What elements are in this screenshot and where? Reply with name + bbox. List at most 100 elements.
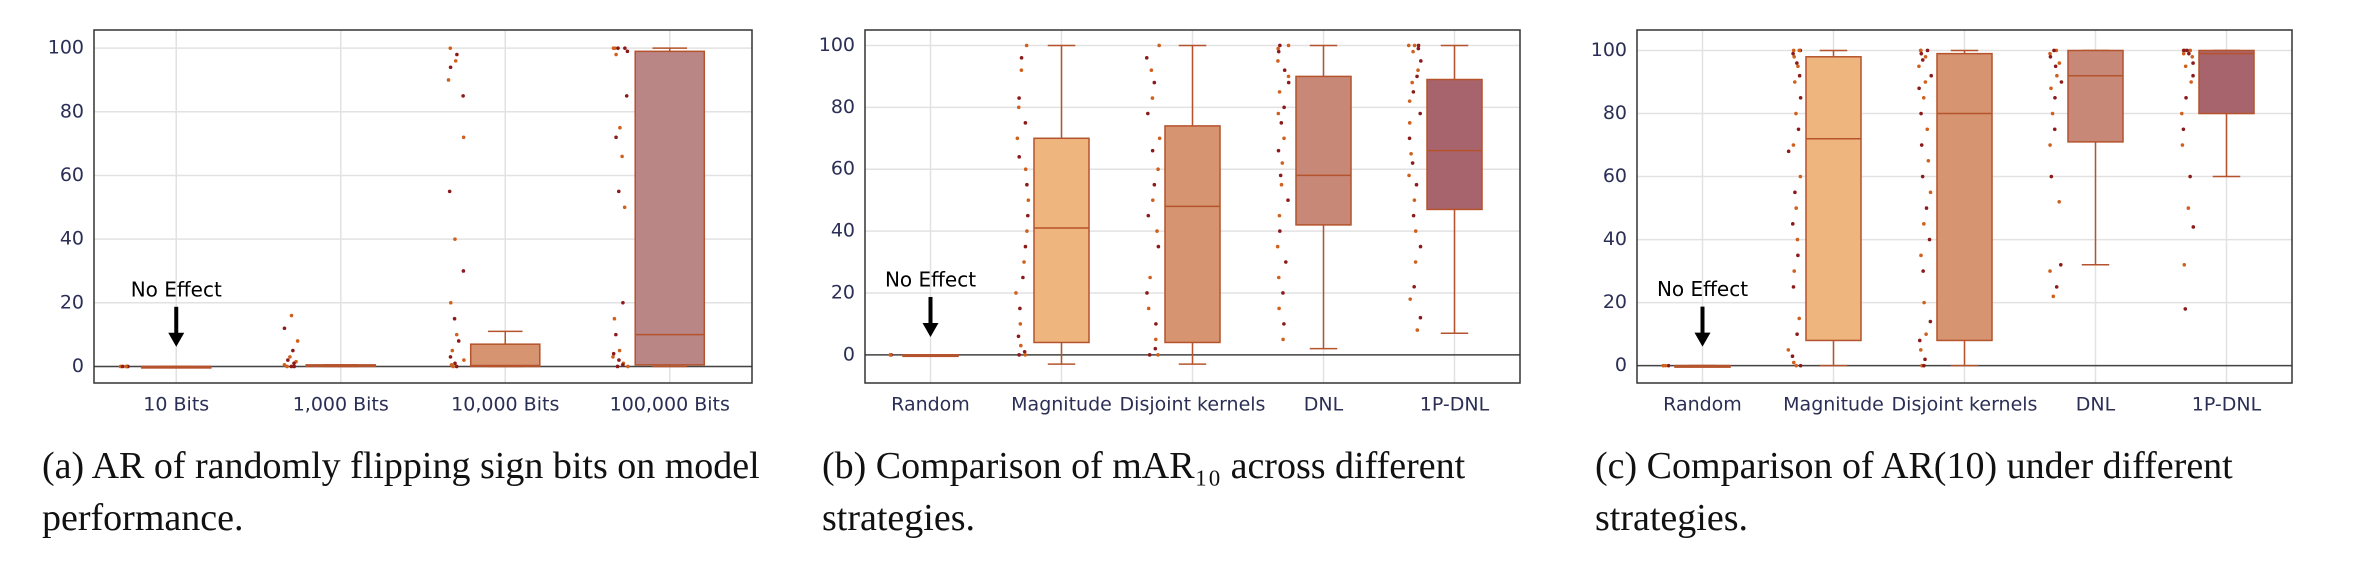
- point: [1794, 111, 1798, 116]
- point: [2191, 73, 2195, 78]
- arrow-head: [922, 322, 939, 337]
- point: [450, 348, 455, 353]
- point: [1792, 269, 1797, 273]
- point: [453, 237, 457, 241]
- point: [611, 46, 616, 50]
- point: [2185, 48, 2189, 53]
- point: [1928, 190, 1933, 195]
- point: [1411, 213, 1416, 218]
- point: [1917, 86, 1921, 91]
- y-tick-label: 0: [1615, 354, 1627, 376]
- point: [626, 364, 630, 369]
- point: [462, 358, 466, 362]
- point: [1928, 319, 1933, 324]
- point: [2048, 143, 2052, 147]
- point: [1014, 291, 1018, 295]
- point: [1146, 213, 1151, 218]
- point: [120, 364, 125, 369]
- point: [456, 339, 461, 343]
- x-tick-label: 1P-DNL: [1420, 394, 1490, 416]
- point: [282, 363, 287, 367]
- point: [447, 189, 452, 194]
- point: [1155, 229, 1159, 233]
- point: [1153, 346, 1158, 351]
- point: [1023, 244, 1028, 249]
- point: [1922, 222, 1926, 226]
- box: [1033, 137, 1090, 344]
- point: [451, 364, 455, 369]
- point: [1148, 275, 1152, 280]
- point: [1024, 43, 1029, 48]
- axes-frame: [864, 29, 1521, 384]
- point: [1282, 136, 1286, 141]
- point: [625, 49, 630, 54]
- point: [1022, 260, 1026, 264]
- point: [2181, 127, 2186, 132]
- point: [1418, 244, 1423, 249]
- y-tick-label: 60: [831, 158, 855, 180]
- point: [1152, 80, 1157, 85]
- point: [1925, 48, 1930, 53]
- point: [2048, 51, 2052, 56]
- point: [1796, 127, 1801, 132]
- point: [1786, 348, 1791, 352]
- caption: (b) Comparison of mAR₁₀ across different…: [822, 445, 1466, 539]
- y-tick-label: 60: [1603, 165, 1627, 187]
- caption: (a) AR of randomly flipping sign bits on…: [42, 445, 760, 539]
- point: [2179, 111, 2184, 116]
- x-tick-label: 100,000 Bits: [610, 394, 730, 416]
- point: [1277, 306, 1281, 311]
- point: [2049, 174, 2054, 179]
- point: [1798, 363, 1803, 368]
- point: [1419, 59, 1423, 63]
- point: [1276, 49, 1281, 54]
- box: [634, 50, 706, 366]
- point: [1286, 43, 1291, 48]
- point: [1286, 198, 1290, 202]
- point: [888, 353, 893, 357]
- point: [1415, 328, 1420, 332]
- point: [1150, 198, 1155, 202]
- x-tick-label: DNL: [2076, 394, 2116, 416]
- point: [1917, 64, 1921, 69]
- point: [1025, 182, 1029, 187]
- point: [289, 364, 294, 369]
- point: [1407, 99, 1412, 103]
- arrow-head: [1694, 332, 1711, 347]
- point: [1023, 353, 1028, 357]
- point: [1276, 59, 1280, 63]
- point: [1922, 363, 1926, 368]
- point: [1919, 143, 1924, 147]
- point: [2180, 143, 2185, 147]
- point: [1418, 315, 1423, 320]
- point: [1416, 68, 1420, 73]
- point: [292, 361, 296, 366]
- point: [1796, 253, 1800, 258]
- y-tick-label: 20: [60, 291, 84, 313]
- point: [124, 364, 128, 369]
- y-tick-label: 100: [819, 34, 855, 56]
- point: [1418, 111, 1422, 116]
- point: [621, 300, 625, 305]
- point: [1796, 64, 1800, 69]
- box: [469, 343, 541, 368]
- point: [1156, 167, 1160, 172]
- point: [461, 269, 466, 273]
- point: [1281, 291, 1285, 295]
- point: [455, 52, 459, 57]
- point: [1018, 322, 1023, 326]
- point: [615, 364, 620, 369]
- point: [1924, 332, 1928, 336]
- point: [1019, 56, 1024, 60]
- y-tick-label: 0: [843, 343, 855, 365]
- point: [1282, 322, 1286, 326]
- point: [2188, 48, 2193, 53]
- point: [1282, 105, 1286, 110]
- point: [2052, 48, 2056, 53]
- y-tick-label: 80: [60, 100, 84, 122]
- point: [2051, 294, 2056, 299]
- box: [1426, 78, 1483, 211]
- x-tick-label: Magnitude: [1011, 394, 1112, 416]
- point: [1407, 121, 1412, 125]
